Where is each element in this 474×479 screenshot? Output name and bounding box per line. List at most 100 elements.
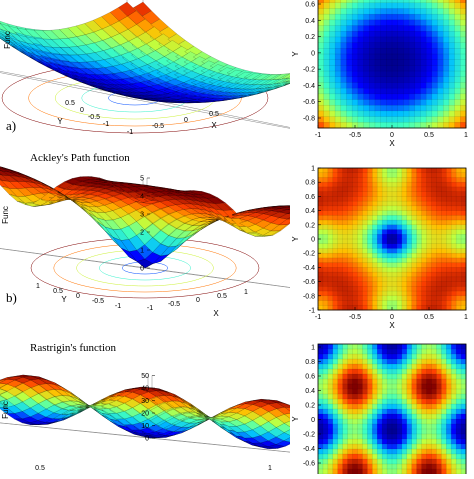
heatmap-cell [387, 168, 392, 173]
heatmap-cell [451, 215, 456, 220]
heatmap-cell [323, 414, 328, 419]
heatmap-cell [402, 286, 407, 291]
heatmap-cell [398, 77, 404, 83]
heatmap-cell [362, 187, 367, 192]
heatmap-cell [417, 220, 422, 225]
heatmap-cell [387, 225, 392, 230]
heatmap-cell [329, 54, 335, 60]
heatmap-cell [343, 301, 348, 306]
heatmap-y-tick-label: -0.8 [303, 293, 315, 300]
heatmap-cell [323, 267, 328, 272]
heatmap-cell [407, 182, 412, 187]
heatmap-cell [446, 234, 451, 239]
heatmap-cell [431, 296, 436, 301]
heatmap-cell [362, 469, 367, 474]
surface-z-axis-label: Func [1, 401, 10, 419]
heatmap-cell [460, 82, 466, 88]
heatmap-cell [353, 244, 358, 249]
heatmap-cell [443, 54, 449, 60]
heatmap-cell [318, 349, 323, 354]
heatmap-y-tick-label: 0.8 [305, 180, 315, 187]
heatmap-cell [341, 77, 347, 83]
heatmap-cell [382, 354, 387, 359]
heatmap-cell [318, 286, 323, 291]
heatmap-cell [343, 177, 348, 182]
heatmap-cell [415, 20, 421, 26]
heatmap-cell [456, 182, 461, 187]
heatmap-cell [438, 94, 444, 100]
heatmap-cell [353, 379, 358, 384]
heatmap-cell [328, 177, 333, 182]
heatmap-cell [382, 248, 387, 253]
heatmap-cell [323, 272, 328, 277]
heatmap-cell [392, 286, 397, 291]
heatmap-cell [323, 439, 328, 444]
heatmap-cell [446, 272, 451, 277]
heatmap-cell [364, 100, 370, 106]
heatmap-cell [357, 444, 362, 449]
heatmap-cell [451, 263, 456, 268]
heatmap-cell [451, 272, 456, 277]
heatmap-cell [402, 253, 407, 258]
heatmap-cell [333, 267, 338, 272]
heatmap-cell [397, 182, 402, 187]
heatmap-cell [436, 234, 441, 239]
heatmap-cell [441, 248, 446, 253]
heatmap-cell [441, 225, 446, 230]
heatmap-cell [335, 105, 341, 111]
heatmap-cell [338, 291, 343, 296]
heatmap-cell [372, 201, 377, 206]
heatmap-cell [398, 20, 404, 26]
heatmap-cell [338, 248, 343, 253]
heatmap-cell [403, 77, 409, 83]
heatmap-cell [397, 215, 402, 220]
heatmap-cell [377, 263, 382, 268]
heatmap-y-tick-label: -0.2 [303, 251, 315, 258]
heatmap-cell [377, 239, 382, 244]
heatmap-cell [412, 286, 417, 291]
heatmap-cell [431, 168, 436, 173]
heatmap-cell [436, 253, 441, 258]
heatmap-cell [422, 449, 427, 454]
heatmap-cell [338, 354, 343, 359]
heatmap-cell [348, 454, 353, 459]
heatmap-cell [362, 349, 367, 354]
heatmap-y-tick-label: 0.6 [305, 194, 315, 201]
heatmap-cell [451, 234, 456, 239]
heatmap-cell [397, 394, 402, 399]
heatmap-cell [318, 424, 323, 429]
heatmap-cell [346, 31, 352, 37]
heatmap-cell [362, 399, 367, 404]
heatmap-cell [422, 253, 427, 258]
heatmap-cell [387, 444, 392, 449]
heatmap-cell [338, 296, 343, 301]
heatmap-cell [427, 258, 432, 263]
heatmap-cell [352, 14, 358, 20]
heatmap-cell [333, 399, 338, 404]
heatmap-cell [412, 449, 417, 454]
heatmap-cell [446, 263, 451, 268]
heatmap-cell [377, 230, 382, 235]
heatmap-cell [412, 301, 417, 306]
heatmap-cell [348, 349, 353, 354]
heatmap-cell [353, 182, 358, 187]
heatmap-cell [441, 267, 446, 272]
heatmap-cell [382, 263, 387, 268]
heatmap-cell [318, 65, 324, 71]
heatmap-cell [338, 301, 343, 306]
heatmap-x-tick-label: 1 [464, 132, 468, 139]
heatmap-cell [432, 77, 438, 83]
heatmap-cell [417, 459, 422, 464]
heatmap-cell [381, 71, 387, 77]
heatmap-cell [324, 65, 330, 71]
heatmap-cell [357, 469, 362, 474]
heatmap-cell [420, 20, 426, 26]
heatmap-cell [381, 3, 387, 9]
heatmap-cell [343, 429, 348, 434]
heatmap-cell [420, 37, 426, 43]
heatmap-cell [341, 43, 347, 49]
heatmap-cell [417, 253, 422, 258]
heatmap-cell [348, 168, 353, 173]
heatmap-cell [422, 296, 427, 301]
surface-z-axis-label: Func [1, 206, 10, 224]
